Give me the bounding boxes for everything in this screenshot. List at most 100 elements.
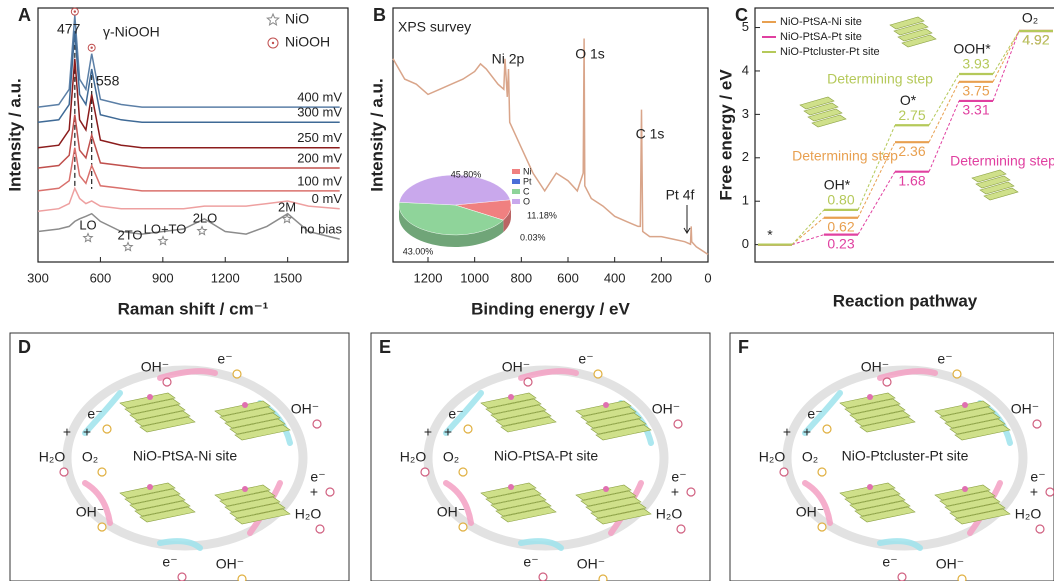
plot-frame [754,7,1054,263]
series-label: 250 mV [297,130,342,145]
structure-sketch [889,16,925,30]
y-axis-title: Intensity / a.u. [367,78,386,191]
annotation: Determining step [792,148,898,164]
annotation: Pt 4f [666,187,695,203]
site-atom [508,394,514,400]
panel-box [729,332,1054,581]
annotation: LO [79,217,96,232]
level-value: 3.31 [962,102,989,118]
catalyst-tile [595,424,652,441]
level-value: 1.68 [898,172,925,188]
site-atom [242,486,248,492]
catalyst-tile [219,490,276,507]
catalyst-tile [129,404,186,421]
species-label: OH⁻ [796,504,824,520]
molecule-icon [463,424,473,434]
pie-value-label: 0.03% [520,232,546,242]
molecule-icon [538,572,548,581]
y-tick-label: 3 [742,106,749,121]
molecule-icon [420,467,430,477]
catalyst-tile [844,398,901,415]
x-axis-title: Raman shift / cm⁻¹ [118,299,269,318]
cycle-arrow [877,538,923,551]
marker-star [122,241,134,252]
molecule-icon [897,572,907,581]
cycle-arrow [82,390,123,436]
molecule-icon [957,574,967,581]
series-label: 200 mV [297,150,342,165]
species-label: e⁻ [937,351,952,367]
legend-label: NiO-PtSA-Pt site [780,31,862,43]
annotation: 477 [57,21,81,37]
species-label: + [444,424,452,440]
species-label: + [83,424,91,440]
catalyst-tile [234,508,291,525]
catalyst-tile [495,500,552,517]
step-label: OH* [824,177,851,193]
molecule-icon [952,369,962,379]
molecule-icon [686,487,696,497]
step-label: * [767,226,773,242]
series-label: no bias [300,222,342,237]
legend-label: C [523,186,530,196]
molecule-icon [97,522,107,532]
molecule-icon [598,574,608,581]
structure-sketch [975,175,1011,189]
x-tick-label: 600 [90,270,112,285]
species-label: OH⁻ [291,401,319,417]
connector [992,30,1020,83]
pointer-arrow [683,205,691,234]
molecule-icon [177,572,187,581]
marker-circle [267,37,279,49]
species-label: e⁻ [882,554,897,570]
level-value: 4.92 [1022,32,1049,48]
catalyst-tile [490,494,547,511]
structure-sketch [811,114,847,128]
connector [791,234,825,246]
species-label: OH⁻ [76,504,104,520]
catalyst-tile [129,494,186,511]
structure-sketch [807,108,843,122]
level-value: 0.62 [827,218,854,234]
structure-sketch [983,187,1019,201]
y-axis-title: Intensity / a.u. [5,78,24,191]
cycle-arrow [157,538,203,551]
marker-star [281,213,293,224]
legend-label: NiO-Ptcluster-Pt site [780,46,880,58]
site-atom [147,394,153,400]
marker-star [82,232,94,243]
molecule-icon [523,377,533,387]
cycle-arrow [443,390,484,436]
molecule-icon [59,467,69,477]
spectrum-line [37,30,340,124]
legend-swatch [512,199,520,204]
spectrum-line [37,186,340,212]
series-label: 100 mV [297,173,342,188]
level-value: 2.36 [898,143,925,159]
structure-sketch [897,28,933,42]
y-tick-label: 2 [742,149,749,164]
annotation: Determining step [827,71,933,87]
catalyst-tile [939,490,996,507]
catalyst-tile [859,506,916,523]
x-tick-label: 600 [557,270,579,285]
spectrum-line [392,38,709,256]
marker-star [196,225,208,236]
marker-circle [87,43,96,52]
y-tick-label: 0 [742,236,749,251]
catalyst-tile [954,508,1011,525]
species-label: e⁻ [310,469,325,485]
species-label: + [1030,484,1038,500]
species-label: OH⁻ [861,359,889,375]
annotation: O 1s [575,46,605,62]
annotation: C 1s [636,126,665,142]
molecule-icon [315,524,325,534]
molecule-icon [817,467,827,477]
catalyst-tile [590,502,647,519]
species-label: O₂ [802,449,818,465]
pie-value-label: 11.18% [527,210,557,220]
molecule-icon [1035,524,1045,534]
species-label: e⁻ [162,554,177,570]
species-label: OH⁻ [577,556,605,572]
